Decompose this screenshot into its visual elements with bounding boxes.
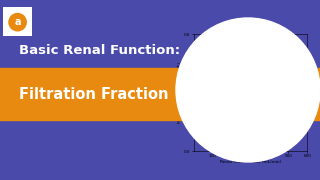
Y-axis label: Filtration Fraction (GFR/RPF): Filtration Fraction (GFR/RPF) — [178, 62, 182, 123]
Circle shape — [9, 14, 26, 31]
Text: Filtration Fraction: Filtration Fraction — [19, 87, 169, 102]
Text: a: a — [14, 17, 21, 27]
Text: Basic Renal Function:: Basic Renal Function: — [19, 44, 180, 57]
FancyBboxPatch shape — [2, 6, 33, 37]
X-axis label: Renal Plasma Flow (mL/min): Renal Plasma Flow (mL/min) — [220, 161, 281, 165]
